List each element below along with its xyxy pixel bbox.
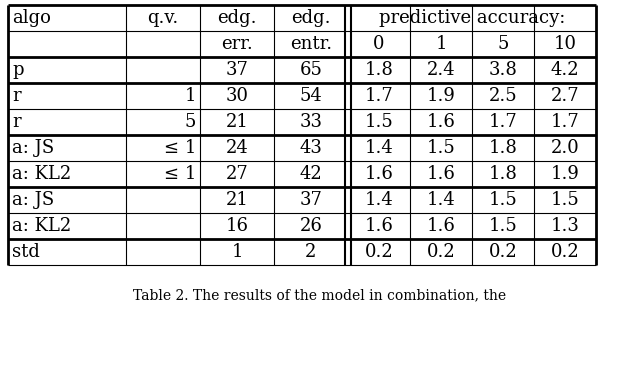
Text: 1.9: 1.9 [427,87,456,105]
Text: a: KL2: a: KL2 [12,165,71,183]
Text: std: std [12,243,40,261]
Text: 24: 24 [226,139,248,157]
Text: 21: 21 [225,113,248,131]
Text: 1.6: 1.6 [427,217,456,235]
Text: 1.8: 1.8 [365,61,394,79]
Text: 1.6: 1.6 [365,165,394,183]
Text: 1.7: 1.7 [550,113,579,131]
Text: 1.9: 1.9 [550,165,579,183]
Text: 1.7: 1.7 [365,87,394,105]
Text: 30: 30 [225,87,248,105]
Text: 1: 1 [435,35,447,53]
Text: Table 2. The results of the model in combination, the: Table 2. The results of the model in com… [133,288,507,302]
Text: 37: 37 [225,61,248,79]
Text: 4.2: 4.2 [550,61,579,79]
Text: 3.8: 3.8 [488,61,517,79]
Text: 0.2: 0.2 [427,243,456,261]
Text: 1.5: 1.5 [488,217,517,235]
Text: 1.6: 1.6 [427,113,456,131]
Text: edg.: edg. [217,9,257,27]
Text: 54: 54 [300,87,323,105]
Text: q.v.: q.v. [147,9,179,27]
Text: 1.6: 1.6 [365,217,394,235]
Text: 10: 10 [554,35,577,53]
Text: 2.4: 2.4 [427,61,455,79]
Text: 0.2: 0.2 [550,243,579,261]
Text: r: r [12,87,20,105]
Text: 21: 21 [225,191,248,209]
Text: 0.2: 0.2 [365,243,394,261]
Text: a: JS: a: JS [12,139,54,157]
Text: 1.4: 1.4 [365,191,394,209]
Text: 33: 33 [300,113,323,131]
Text: 2.7: 2.7 [550,87,579,105]
Text: 65: 65 [300,61,323,79]
Text: 1.5: 1.5 [427,139,456,157]
Text: 1.5: 1.5 [365,113,394,131]
Text: err.: err. [221,35,253,53]
Text: 5: 5 [184,113,196,131]
Text: ≤ 1: ≤ 1 [164,165,196,183]
Text: 2.0: 2.0 [550,139,579,157]
Text: a: JS: a: JS [12,191,54,209]
Text: 1.4: 1.4 [365,139,394,157]
Text: 5: 5 [497,35,509,53]
Text: 1.3: 1.3 [550,217,579,235]
Text: 0: 0 [373,35,385,53]
Text: 16: 16 [225,217,248,235]
Text: 0.2: 0.2 [488,243,517,261]
Text: ≤ 1: ≤ 1 [164,139,196,157]
Text: predictive accuracy:: predictive accuracy: [379,9,565,27]
Text: algo: algo [12,9,51,27]
Text: 1.7: 1.7 [488,113,517,131]
Text: 2: 2 [305,243,317,261]
Text: 1.8: 1.8 [488,165,517,183]
Text: 1.5: 1.5 [550,191,579,209]
Text: 1.8: 1.8 [488,139,517,157]
Text: r: r [12,113,20,131]
Text: 1.5: 1.5 [488,191,517,209]
Text: 1.4: 1.4 [427,191,456,209]
Text: 1: 1 [184,87,196,105]
Text: 26: 26 [300,217,323,235]
Text: p: p [12,61,24,79]
Text: entr.: entr. [290,35,332,53]
Text: edg.: edg. [291,9,331,27]
Text: a: KL2: a: KL2 [12,217,71,235]
Text: 27: 27 [226,165,248,183]
Text: 1.6: 1.6 [427,165,456,183]
Text: 42: 42 [300,165,323,183]
Text: 1: 1 [231,243,243,261]
Text: 2.5: 2.5 [489,87,517,105]
Text: 37: 37 [300,191,323,209]
Text: 43: 43 [300,139,323,157]
